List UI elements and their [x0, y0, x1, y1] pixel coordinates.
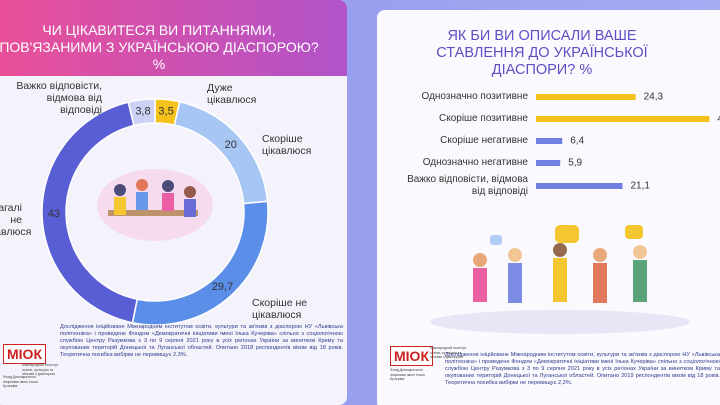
- category-label: Однозначно негативне: [422, 157, 528, 168]
- bar: [536, 138, 563, 144]
- logo-caption: Міжнародний інститут освіти, культури та…: [22, 363, 59, 376]
- value-label: 43: [48, 208, 60, 220]
- category-label: Скоріше позитивне: [438, 113, 528, 124]
- value-label: 42,3: [717, 114, 720, 125]
- value-label: 21,1: [631, 181, 651, 192]
- chart-title: ЧИ ЦІКАВИТЕСЯ ВИ ПИТАННЯМИ, ПОВ'ЯЗАНИМИ …: [0, 22, 319, 72]
- category-label: Загалі не цікавлюся: [0, 202, 32, 238]
- category-label: Скоріше негативне: [440, 135, 528, 146]
- logo: МІОК: [390, 346, 433, 366]
- category-label: Скоріше не цікавлюся: [252, 297, 308, 321]
- category-label: Важко відповісти, відмова від відповіді: [407, 174, 528, 197]
- logo: МІОК: [3, 344, 46, 364]
- value-label: 20: [225, 139, 237, 151]
- value-label: 3,8: [135, 106, 150, 118]
- bar: [536, 183, 623, 189]
- category-label: Дуже цікавлюся: [207, 82, 257, 106]
- bar: [536, 116, 710, 122]
- category-label: Однозначно позитивне: [421, 91, 528, 102]
- value-label: 5,9: [568, 158, 582, 169]
- donut-segment: [127, 98, 156, 127]
- header-band: [0, 0, 347, 76]
- category-label: Скоріше цікавлюся: [262, 133, 312, 157]
- value-label: 29,7: [212, 281, 233, 293]
- fund-caption: Фонд Демократичні ініціативи імені Ілька…: [390, 368, 425, 381]
- value-label: 24,3: [644, 92, 664, 103]
- category-label: Важко відповісти, відмова від відповіді: [16, 80, 102, 116]
- footer-text: Дослідження ініційоване Міжнародним інст…: [445, 352, 720, 386]
- illustration: [97, 169, 690, 334]
- footer-text: Дослідження ініційоване Міжнародним інст…: [60, 324, 343, 358]
- chart-title: ЯК БИ ВИ ОПИСАЛИ ВАШЕ СТАВЛЕННЯ ДО УКРАЇ…: [436, 28, 648, 78]
- bar: [536, 160, 561, 166]
- value-label: 6,4: [570, 136, 584, 147]
- bar: [536, 94, 636, 100]
- right-panel: ЯК БИ ВИ ОПИСАЛИ ВАШЕ СТАВЛЕННЯ ДО УКРАЇ…: [377, 10, 720, 405]
- fund-caption: Фонд Демократичні ініціативи імені Ілька…: [3, 375, 38, 388]
- logo-caption: Міжнародний інститут освіти, культури та…: [430, 346, 467, 359]
- value-label: 3,5: [158, 106, 173, 118]
